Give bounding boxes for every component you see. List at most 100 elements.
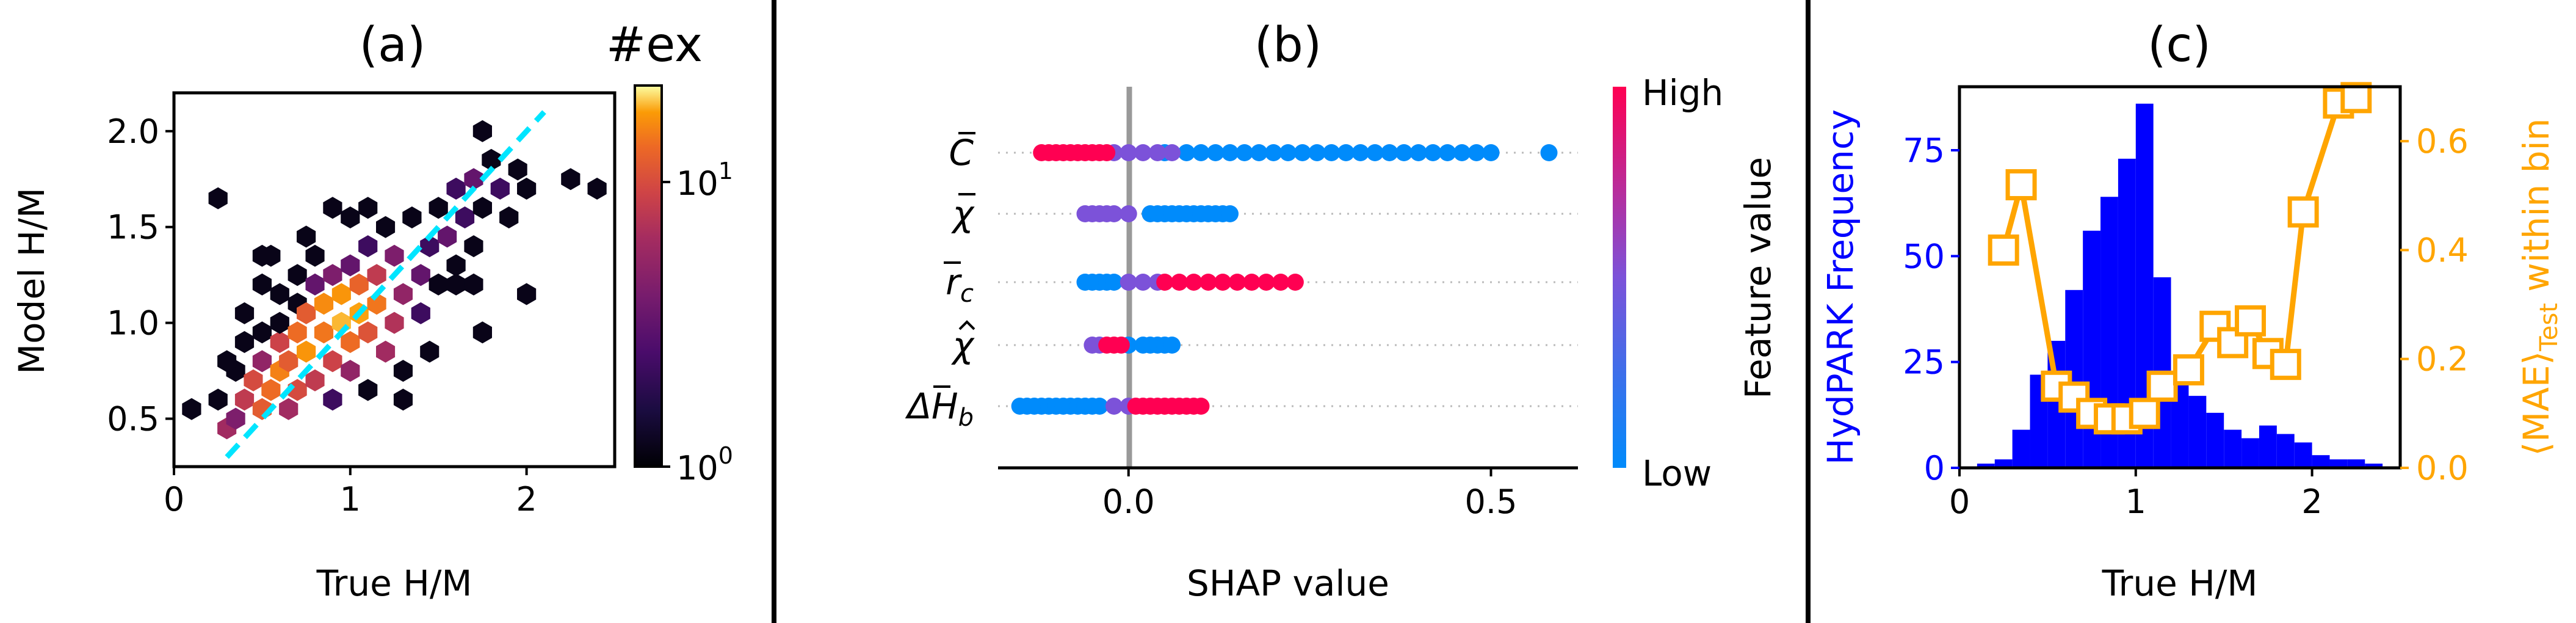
shap-dot xyxy=(1120,205,1137,222)
hexbin xyxy=(411,302,430,324)
hexbin xyxy=(297,340,316,363)
shap-dot xyxy=(1207,144,1225,161)
shap-dots-layer xyxy=(1011,144,1558,415)
mae-marker xyxy=(2270,349,2301,381)
hexbin xyxy=(323,197,342,219)
feature-label: χ xyxy=(951,193,975,235)
y-tick-label: 0.5 xyxy=(107,400,159,439)
hexbin xyxy=(252,244,272,267)
hexbin xyxy=(234,388,255,411)
x-tick-label: 2 xyxy=(516,480,537,519)
hexbin xyxy=(252,321,272,344)
hexbin xyxy=(208,187,228,209)
hexbin xyxy=(385,312,404,334)
histogram-bar xyxy=(2365,464,2383,468)
axes-a-xticks: 0 1 2 xyxy=(164,467,537,519)
panel-c-title: (c) xyxy=(2147,18,2211,73)
shap-dot xyxy=(1257,274,1275,291)
hexbin xyxy=(358,235,378,258)
colorbar-b-label: Feature value xyxy=(1737,157,1779,399)
feature-label: χ xyxy=(951,324,975,366)
hexbin xyxy=(349,273,369,296)
shap-dot xyxy=(1308,144,1326,161)
shap-dot xyxy=(1134,144,1152,161)
shap-dot xyxy=(1214,274,1232,291)
hexbin xyxy=(385,244,404,267)
shap-dot xyxy=(1286,274,1304,291)
histogram-bars xyxy=(1977,103,2383,468)
shap-dot xyxy=(1236,144,1253,161)
shap-dot xyxy=(1250,144,1268,161)
mae-marker xyxy=(2287,196,2319,228)
hexbin xyxy=(446,177,466,200)
hexbin xyxy=(234,302,255,324)
y-tick-label: 50 xyxy=(1903,237,1945,275)
hexbin xyxy=(561,168,581,191)
hexbin xyxy=(587,177,607,200)
axes-c-yticks-left: 0 25 50 75 xyxy=(1903,131,1959,487)
axes-c-ylabel-left: HydPARK Frequency xyxy=(1820,109,1861,465)
hexbin xyxy=(217,350,237,373)
hexbin xyxy=(455,206,475,228)
axes-c-xlabel: True H/M xyxy=(2102,563,2258,604)
shap-dot xyxy=(1272,274,1290,291)
histogram-bar xyxy=(2329,459,2348,468)
shap-dot xyxy=(1424,144,1442,161)
hexbin xyxy=(270,312,289,334)
hexbin xyxy=(305,244,325,267)
histogram-bar xyxy=(2294,442,2312,468)
shap-dot xyxy=(1243,274,1261,291)
shap-dot xyxy=(1409,144,1427,161)
shap-dot xyxy=(1098,144,1116,161)
shap-dot xyxy=(1112,337,1130,354)
hexbin xyxy=(402,206,422,228)
hexbin xyxy=(446,273,466,296)
hexbin xyxy=(288,321,307,344)
histogram-bar xyxy=(1994,459,2013,468)
shap-dot xyxy=(1221,144,1239,161)
axes-b-xticks: 0.0 0.5 xyxy=(1102,468,1517,521)
shap-dot xyxy=(1105,398,1123,415)
y2-tick-label: 0.0 xyxy=(2416,449,2469,487)
hexbin xyxy=(438,225,457,248)
hexbin-layer xyxy=(182,120,607,440)
histogram-bar xyxy=(2224,429,2242,468)
hexbin xyxy=(429,197,448,219)
shap-dot xyxy=(1199,274,1217,291)
hexbin xyxy=(429,273,448,296)
hexbin xyxy=(297,225,316,248)
hexbin xyxy=(270,283,289,305)
hexbin xyxy=(472,120,492,142)
shap-dot xyxy=(1134,274,1152,291)
hexbin xyxy=(482,148,501,171)
mae-marker xyxy=(2146,370,2178,402)
x-tick-label: 0 xyxy=(164,480,184,519)
shap-dot xyxy=(1221,205,1239,222)
shap-dot xyxy=(1351,144,1369,161)
x-tick-label: 0 xyxy=(1949,483,1970,521)
shap-dot xyxy=(1540,144,1558,161)
panel-c: (c) 0 1 2 0 25 50 75 0.0 0.2 0.4 0.6 True H/M Hy… xyxy=(1820,18,2563,604)
hexbin xyxy=(341,206,360,228)
axes-a-ylabel: Model H/M xyxy=(11,188,52,374)
mae-marker xyxy=(2173,354,2204,386)
mae-marker xyxy=(2005,169,2037,200)
panel-a-title: (a) xyxy=(360,18,426,73)
histogram-bar xyxy=(2259,425,2277,468)
axes-a-frame xyxy=(172,91,617,468)
shap-dot xyxy=(1265,144,1283,161)
shap-dot xyxy=(1381,144,1398,161)
feature-accent-hat xyxy=(958,320,975,330)
y2-tick-label: 0.6 xyxy=(2416,122,2469,161)
y-tick-label: 25 xyxy=(1903,343,1945,382)
hexbin xyxy=(490,177,510,200)
axes-c-xticks: 0 1 2 xyxy=(1949,468,2323,521)
hexbin xyxy=(517,283,537,305)
hexbin xyxy=(314,321,334,344)
hexbin xyxy=(279,350,298,373)
shap-dot xyxy=(1279,144,1297,161)
hexbin xyxy=(393,388,413,411)
y-tick-label: 2.0 xyxy=(107,112,159,151)
mae-marker xyxy=(2129,398,2160,429)
mae-marker xyxy=(2199,310,2231,342)
